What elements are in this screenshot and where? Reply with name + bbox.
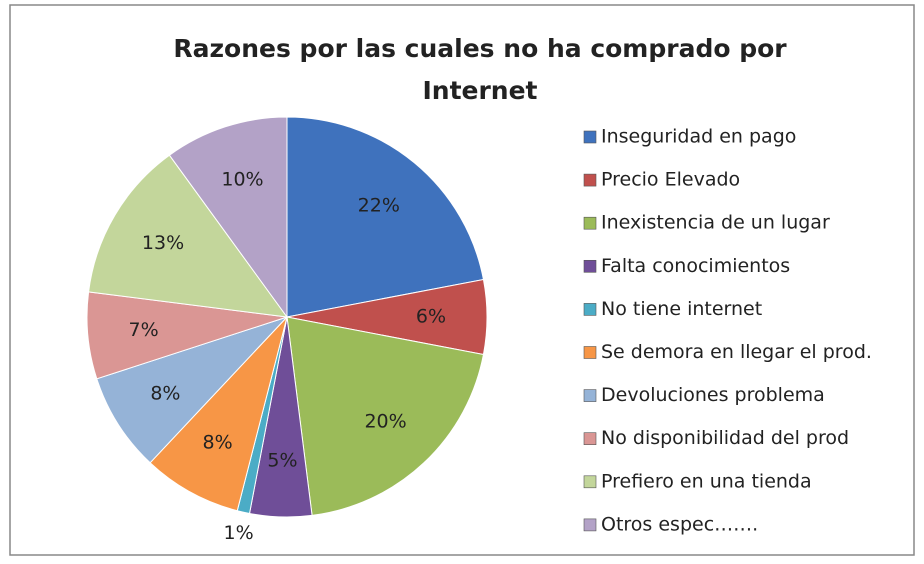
slice-label: 1% [223, 522, 253, 544]
legend-label: Precio Elevado [601, 169, 740, 191]
slice-label: 8% [203, 432, 233, 454]
legend-swatch [583, 432, 597, 446]
legend-label: Inexistencia de un lugar [601, 212, 830, 234]
slice-label: 10% [221, 169, 263, 191]
legend-label: Otros espec……. [601, 513, 758, 535]
legend-label: Falta conocimientos [601, 255, 790, 277]
legend-swatch [583, 173, 597, 187]
legend-label: No disponibilidad del prod [601, 427, 849, 449]
legend-label: No tiene internet [601, 298, 762, 320]
slice-label: 20% [364, 410, 406, 432]
slice-label: 7% [129, 319, 159, 341]
legend-swatch [583, 518, 597, 532]
slice-label: 22% [358, 195, 400, 217]
legend-swatch [583, 259, 597, 273]
legend-swatch [583, 130, 597, 144]
slice-label: 13% [142, 232, 184, 254]
legend-swatch [583, 389, 597, 402]
legend-label: Devoluciones problema [601, 384, 825, 406]
slice-label: 6% [416, 306, 446, 328]
legend-label: Se demora en llegar el prod. [601, 341, 872, 363]
legend-swatch [583, 303, 597, 316]
pie-slice [96, 316, 288, 464]
legend-swatch [583, 346, 597, 359]
pie-slice [286, 316, 485, 516]
legend-label: Inseguridad en pago [601, 126, 796, 148]
pie-slice [149, 316, 288, 512]
slice-label: 8% [150, 383, 180, 405]
slice-label: 5% [267, 449, 297, 471]
legend-swatch [583, 475, 597, 489]
legend-swatch [583, 216, 597, 230]
pie-slice [168, 116, 288, 319]
pie-slice [286, 116, 485, 318]
chart-title: Razones por las cuales no ha comprado po… [173, 34, 787, 105]
pie-slice [88, 154, 289, 318]
legend-label: Prefiero en una tienda [601, 470, 812, 492]
